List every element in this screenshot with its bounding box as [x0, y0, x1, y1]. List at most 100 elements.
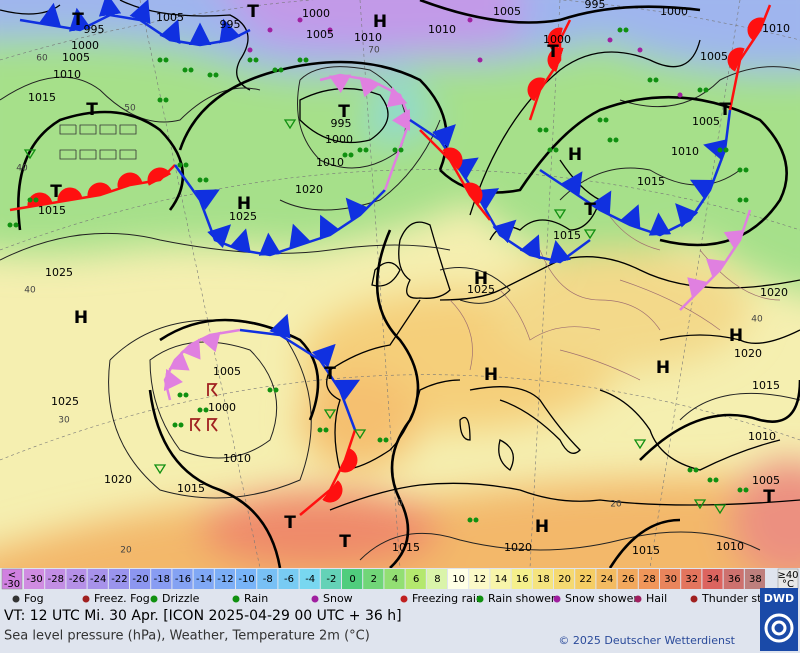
pressure-center: T	[719, 100, 731, 120]
legend-icon	[476, 595, 484, 603]
fog-symbol	[59, 149, 77, 160]
rain-symbol	[317, 427, 323, 433]
rain-symbol	[348, 152, 354, 158]
rain-symbol	[273, 387, 279, 393]
isobar-label: 1010	[762, 22, 790, 35]
isobar-label: 1010	[354, 31, 382, 44]
rain-symbol	[653, 77, 659, 83]
pressure-center: H	[373, 12, 387, 32]
rain-symbol	[188, 67, 194, 73]
scale-label: 34	[707, 574, 720, 585]
pressure-center: T	[763, 487, 775, 507]
isobar-label: 1005	[306, 28, 334, 41]
fronts	[9, 0, 772, 516]
rain-symbol	[743, 487, 749, 493]
scale-cell	[723, 569, 744, 589]
legend-icon	[634, 595, 642, 603]
rain-symbol	[737, 167, 743, 173]
weather-symbols	[7, 17, 749, 523]
legend-label: Rain shower	[488, 592, 556, 605]
pressure-center: T	[338, 102, 350, 122]
scale-cell	[575, 569, 596, 589]
scale-label: -12	[217, 574, 233, 585]
snow-symbol	[327, 27, 333, 33]
pressure-center: H	[74, 308, 88, 328]
scale-cell	[342, 569, 363, 589]
pressure-center: H	[474, 269, 488, 289]
shower-symbol	[553, 209, 567, 220]
pressure-center: T	[584, 200, 596, 220]
scale-cell	[469, 569, 490, 589]
isobar-label: 1005	[692, 115, 720, 128]
scale-cell	[744, 569, 765, 589]
isobar-label: 1015	[28, 91, 56, 104]
isobar-label: 1020	[760, 286, 788, 299]
fog-symbol	[79, 124, 97, 135]
scale-label: 38	[749, 574, 762, 585]
isobar-label: 1005	[156, 11, 184, 24]
rain-symbol	[203, 177, 209, 183]
snow-symbol	[467, 17, 473, 23]
scale-cell	[257, 569, 278, 589]
thunder-symbol	[207, 383, 218, 397]
scale-label: -24	[90, 574, 106, 585]
snow-symbol	[607, 37, 613, 43]
isobar-label: 1000	[543, 33, 571, 46]
rain-symbol	[177, 392, 183, 398]
rain-symbol	[703, 87, 709, 93]
rain-symbol	[553, 147, 559, 153]
valid-time: VT: 12 UTC Mi. 30 Apr. [ICON 2025-04-29 …	[4, 608, 402, 624]
logo-swirl	[764, 613, 794, 643]
scale-label: 6	[413, 574, 419, 585]
rain-symbol	[13, 222, 19, 228]
legend-icon	[553, 595, 561, 603]
snow-symbol	[637, 47, 643, 53]
scale-cell	[532, 569, 553, 589]
scale-label: 4	[392, 574, 398, 585]
rain-symbol	[197, 177, 203, 183]
pressure-center: T	[72, 10, 84, 30]
scale-label: -2	[326, 574, 336, 585]
isobar-label: 1020	[104, 473, 132, 486]
rain-symbol	[342, 152, 348, 158]
isobar-label: 1005	[213, 365, 241, 378]
scale-label: 36	[728, 574, 741, 585]
isobar-label: 1000	[660, 5, 688, 18]
shower-symbol	[153, 464, 167, 475]
rain-symbol	[597, 117, 603, 123]
rain-symbol	[157, 57, 163, 63]
scale-cell	[490, 569, 511, 589]
rain-symbol	[603, 117, 609, 123]
isotherm-label: 50	[124, 104, 136, 114]
snow-symbol	[477, 57, 483, 63]
scale-cell	[617, 569, 638, 589]
thunder-symbol	[190, 418, 201, 432]
rain-symbol	[392, 147, 398, 153]
snow-symbol	[297, 17, 303, 23]
scale-cell	[448, 569, 469, 589]
temperature-scale: <-30 -30 -28 -26 -24 -22 -20 -18 -16 -14 -12 -10 -8-…	[1, 568, 799, 590]
scale-cell	[108, 569, 129, 589]
fog-symbol	[99, 149, 117, 160]
legend-icon	[690, 595, 698, 603]
rain-symbol	[693, 467, 699, 473]
isotherm-label: 40	[16, 164, 28, 174]
scale-label: 28	[643, 574, 656, 585]
thunder-symbol	[207, 418, 218, 432]
rain-symbol	[543, 127, 549, 133]
scale-low: <	[8, 570, 16, 581]
fog-symbol	[59, 124, 77, 135]
scale-label: -20	[132, 574, 148, 585]
rain-symbol	[177, 162, 183, 168]
pressure-center: H	[568, 145, 582, 165]
scale-cell	[24, 569, 45, 589]
isotherm-label: 60	[36, 54, 48, 64]
isotherm-label: 30	[58, 416, 70, 426]
scale-label: -14	[196, 574, 212, 585]
scale-cell	[236, 569, 257, 589]
rain-symbol	[647, 77, 653, 83]
scale-cell	[320, 569, 341, 589]
isobar-label: 1015	[632, 544, 660, 557]
rain-symbol	[377, 437, 383, 443]
isobar-label: 1005	[752, 474, 780, 487]
